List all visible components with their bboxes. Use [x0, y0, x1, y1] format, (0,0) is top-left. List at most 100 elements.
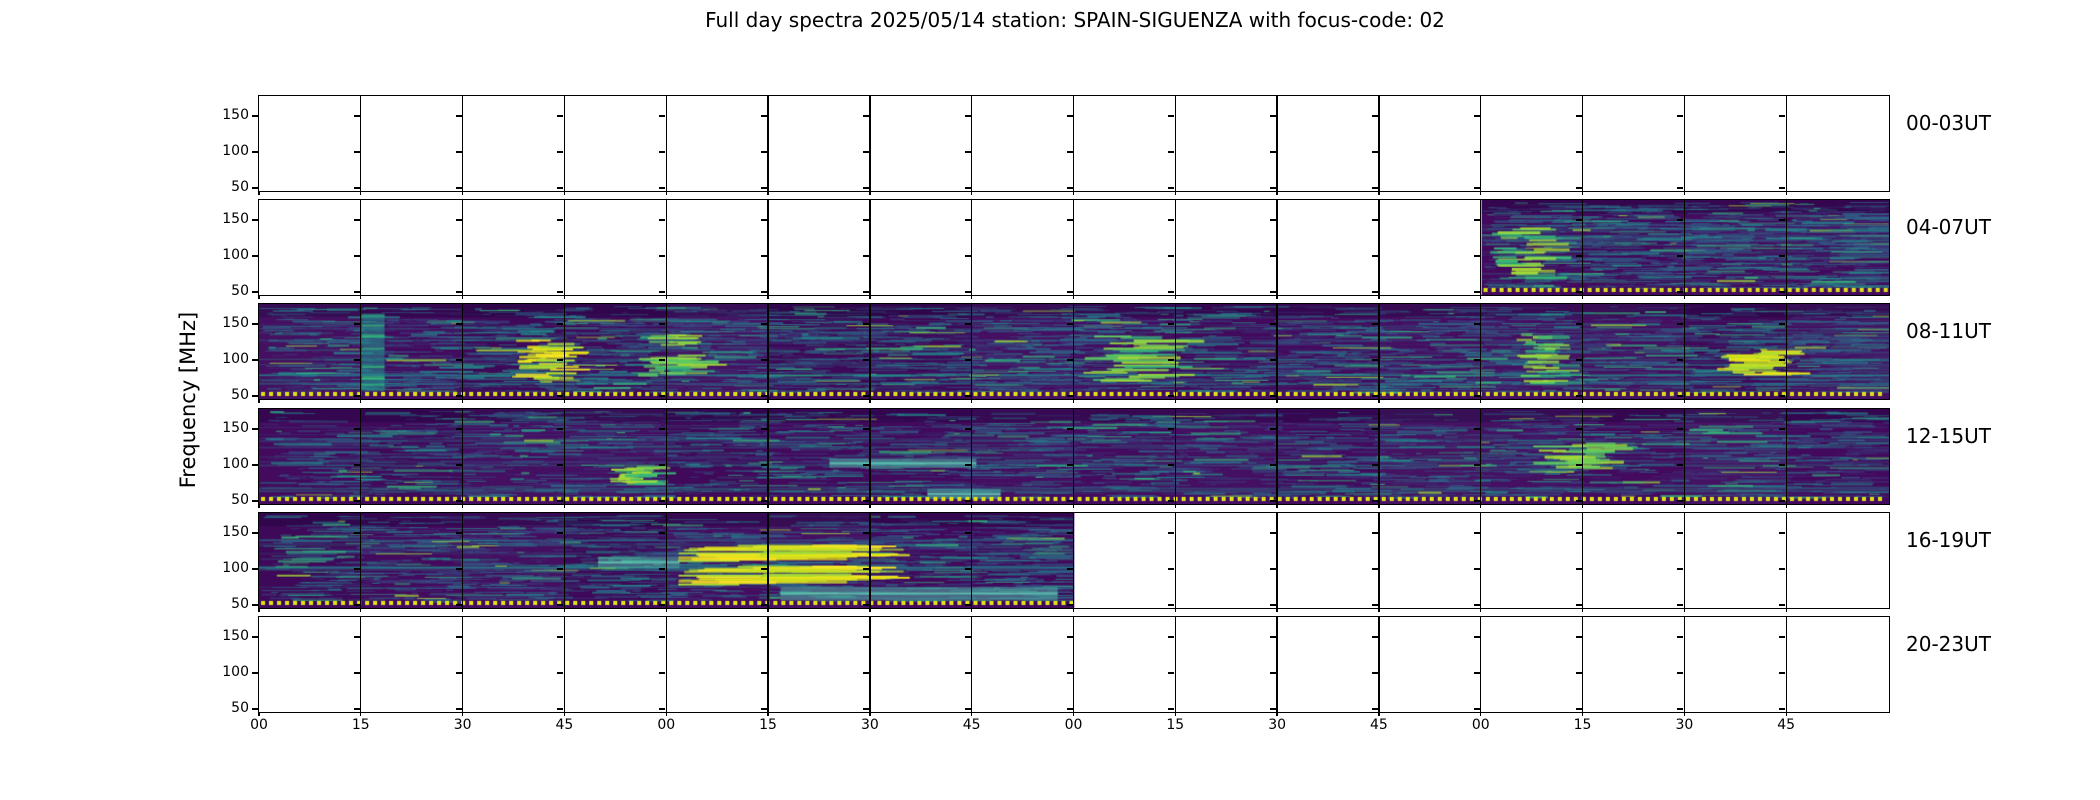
segment-ytick-mark — [964, 323, 971, 325]
segment-divider — [1072, 200, 1075, 295]
x-axis-tick-mark — [1072, 608, 1075, 612]
segment-divider — [1480, 96, 1482, 191]
segment-ytick-mark — [1371, 151, 1378, 153]
x-axis-tick-mark — [461, 295, 464, 299]
x-axis-tick-mark — [258, 191, 260, 195]
segment-divider — [1378, 200, 1380, 295]
segment-ytick-mark — [353, 151, 360, 153]
segment-ytick-mark — [557, 500, 564, 502]
segment-ytick-mark — [1270, 532, 1277, 534]
segment-divider — [869, 409, 871, 504]
x-axis-tick-mark — [461, 191, 464, 195]
segment-divider — [1480, 409, 1482, 504]
segment-ytick-mark — [1168, 323, 1175, 325]
segment-ytick-mark — [1168, 532, 1175, 534]
segment-ytick-mark — [1473, 395, 1480, 397]
segment-ytick-mark — [862, 323, 869, 325]
segment-divider — [971, 513, 973, 608]
x-axis-tick-mark — [563, 608, 566, 612]
segment-ytick-mark — [557, 115, 564, 117]
segment-ytick-mark — [1371, 532, 1378, 534]
y-axis-tick-label: 50 — [231, 596, 249, 612]
x-axis-tick-mark — [1683, 399, 1686, 403]
segment-ytick-mark — [455, 636, 462, 638]
segment-ytick-mark — [1779, 500, 1786, 502]
x-axis-tick-mark — [869, 608, 871, 612]
x-axis-tick-mark — [1581, 295, 1584, 299]
segment-ytick-mark — [1677, 636, 1684, 638]
segment-ytick-mark — [353, 604, 360, 606]
row-label-12-15UT: 12-15UT — [1906, 424, 1991, 448]
segment-ytick-mark — [1270, 568, 1277, 570]
x-axis-tick-label: 30 — [860, 717, 879, 733]
segment-divider — [869, 304, 871, 399]
segment-divider — [1276, 200, 1278, 295]
segment-ytick-mark — [557, 187, 564, 189]
x-axis-tick-mark — [869, 399, 871, 403]
segment-ytick-mark — [761, 291, 768, 293]
x-axis-tick-mark — [360, 295, 362, 299]
segment-ytick-mark — [1779, 219, 1786, 221]
segment-ytick-mark — [455, 395, 462, 397]
segment-divider — [767, 409, 769, 504]
segment-ytick-mark — [1473, 532, 1480, 534]
x-axis-tick-mark — [360, 712, 362, 716]
segment-ytick-mark — [761, 151, 768, 153]
y-axis-tick-mark — [252, 500, 258, 502]
segment-ytick-mark — [353, 636, 360, 638]
x-axis-tick-mark — [360, 504, 362, 508]
segment-ytick-mark — [659, 708, 666, 710]
segment-ytick-mark — [1575, 672, 1582, 674]
x-axis-tick-mark — [461, 712, 464, 716]
y-axis-tick-label: 50 — [231, 492, 249, 508]
segment-ytick-mark — [1473, 672, 1480, 674]
segment-ytick-mark — [1066, 395, 1073, 397]
segment-divider — [665, 304, 667, 399]
y-axis-label: Frequency [MHz] — [176, 311, 200, 489]
segment-divider — [767, 617, 769, 712]
segment-ytick-mark — [659, 604, 666, 606]
x-axis-tick-mark — [258, 399, 260, 403]
segment-ytick-mark — [1168, 636, 1175, 638]
segment-divider — [1378, 304, 1380, 399]
segment-divider — [1072, 304, 1075, 399]
segment-ytick-mark — [1779, 568, 1786, 570]
segment-ytick-mark — [1066, 428, 1073, 430]
segment-ytick-mark — [1168, 464, 1175, 466]
figure-title: Full day spectra 2025/05/14 station: SPA… — [705, 8, 1445, 32]
x-axis-tick-mark — [360, 399, 362, 403]
x-axis-tick-mark — [1378, 712, 1380, 716]
segment-ytick-mark — [1779, 604, 1786, 606]
row-label-20-23UT: 20-23UT — [1906, 632, 1991, 656]
x-axis-tick-label: 30 — [1675, 717, 1694, 733]
segment-ytick-mark — [964, 151, 971, 153]
x-axis-tick-mark — [971, 712, 973, 716]
segment-ytick-mark — [1270, 428, 1277, 430]
segment-ytick-mark — [455, 323, 462, 325]
segment-divider — [1683, 513, 1686, 608]
segment-ytick-mark — [1677, 187, 1684, 189]
x-axis-tick-mark — [1785, 295, 1787, 299]
segment-ytick-mark — [1371, 636, 1378, 638]
segment-ytick-mark — [557, 604, 564, 606]
y-axis-tick-mark — [252, 568, 258, 570]
segment-divider — [1683, 200, 1686, 295]
y-axis-tick-label: 50 — [231, 387, 249, 403]
segment-ytick-mark — [1575, 151, 1582, 153]
segment-ytick-mark — [1270, 464, 1277, 466]
x-axis-tick-mark — [461, 399, 464, 403]
y-axis-tick-mark — [252, 151, 258, 153]
segment-ytick-mark — [1473, 604, 1480, 606]
segment-ytick-mark — [1168, 219, 1175, 221]
segment-divider — [665, 409, 667, 504]
segment-ytick-mark — [1168, 291, 1175, 293]
segment-divider — [1174, 96, 1176, 191]
segment-divider — [360, 96, 362, 191]
segment-divider — [1785, 304, 1787, 399]
x-axis-tick-label: 30 — [1268, 717, 1287, 733]
segment-ytick-mark — [455, 708, 462, 710]
segment-ytick-mark — [1575, 532, 1582, 534]
x-axis-tick-mark — [1276, 399, 1278, 403]
segment-divider — [461, 304, 464, 399]
segment-ytick-mark — [1371, 464, 1378, 466]
